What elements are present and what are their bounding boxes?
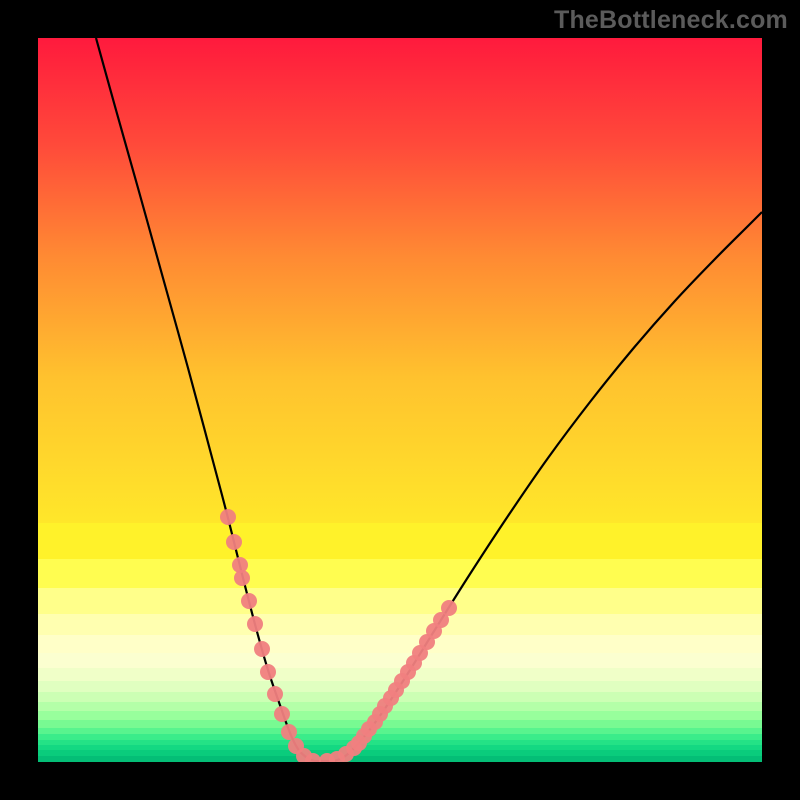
overlay-dot-left <box>267 686 283 702</box>
overlay-dot-left <box>220 509 236 525</box>
plot-area <box>38 38 762 762</box>
overlay-dot-left <box>234 570 250 586</box>
overlay-dot-left <box>254 641 270 657</box>
overlay-dot-left <box>226 534 242 550</box>
watermark-label: TheBottleneck.com <box>554 6 788 35</box>
outer-frame: TheBottleneck.com <box>0 0 800 800</box>
curve-layer <box>38 38 762 762</box>
overlay-dot-left <box>241 593 257 609</box>
curve-left-branch <box>96 38 314 761</box>
overlay-dot-right <box>441 600 457 616</box>
overlay-dot-left <box>247 616 263 632</box>
overlay-dot-left <box>281 724 297 740</box>
overlay-dot-left <box>260 664 276 680</box>
overlay-dot-left <box>274 706 290 722</box>
